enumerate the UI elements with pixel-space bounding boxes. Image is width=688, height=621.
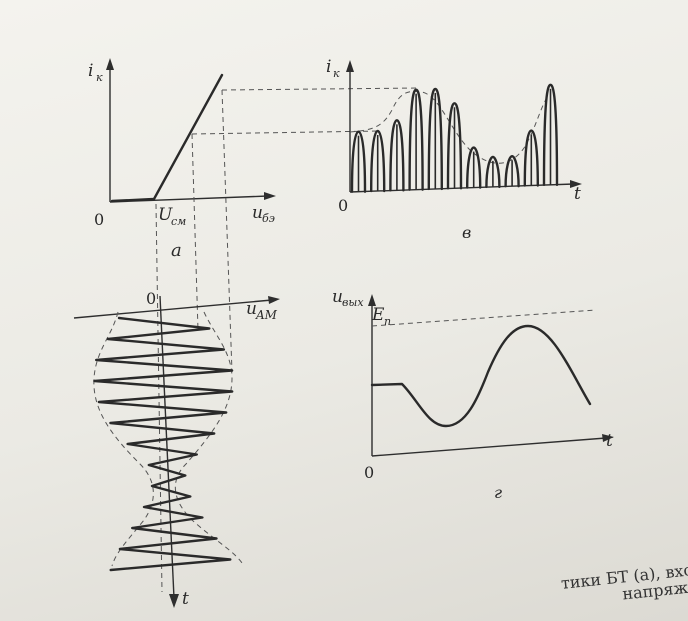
projection-lines	[155, 87, 421, 593]
current-pulse	[370, 129, 386, 193]
panel-g-origin: 0	[364, 463, 374, 482]
input-t-arrow	[169, 594, 179, 608]
input-x-axis	[73, 299, 273, 319]
current-pulse	[389, 119, 405, 192]
panel-a-bias-sub: см	[171, 215, 186, 228]
panel-g-x-axis	[371, 437, 607, 457]
panel-v-xlabel: t	[574, 184, 581, 204]
projection-top	[221, 87, 421, 91]
input-xlabel-sub: AM	[255, 308, 278, 322]
panel-a-origin: 0	[94, 210, 104, 229]
panel-input: 0 u AM t	[73, 289, 280, 609]
panel-v: i к 0 t в	[326, 57, 582, 242]
panel-g-x-arrow	[602, 434, 614, 442]
panel-g-output-curve	[370, 324, 592, 428]
panel-a-bias-label: U	[158, 205, 173, 225]
current-pulse	[350, 130, 367, 193]
panel-v-pulses	[350, 83, 559, 193]
panel-a-x-arrow	[264, 192, 276, 200]
panel-a-ylabel: i	[88, 61, 93, 81]
panel-v-envelope	[349, 90, 549, 164]
panel-a: i к 0 U см u бэ а	[88, 58, 276, 261]
panel-v-ylabel: i	[326, 57, 331, 77]
panel-g-ep-level	[371, 309, 597, 327]
panel-v-label: в	[462, 223, 471, 242]
current-pulse	[466, 146, 482, 189]
panel-v-x-arrow	[570, 180, 582, 188]
input-x-arrow	[268, 296, 280, 304]
current-pulse	[408, 88, 424, 191]
panel-a-label: а	[171, 240, 182, 261]
input-envelope-right	[174, 311, 245, 567]
panel-g-ylabel: u	[332, 287, 343, 307]
input-t-axis	[159, 295, 175, 599]
current-pulse	[446, 102, 463, 190]
current-pulse	[504, 155, 520, 188]
panel-g: u вых E п 0 t г	[332, 287, 614, 502]
panel-v-y-arrow	[346, 60, 354, 72]
projection-vertical-bias	[155, 203, 163, 593]
panel-v-origin: 0	[338, 196, 348, 215]
input-origin: 0	[146, 289, 156, 308]
input-envelope-left	[93, 311, 154, 567]
panel-g-ep-label: E	[371, 305, 385, 325]
panel-g-ylabel-sub: вых	[342, 296, 364, 309]
projection-mid	[191, 130, 381, 135]
panel-v-ylabel-sub: к	[333, 67, 340, 80]
panel-a-characteristic	[110, 73, 224, 203]
panel-g-xlabel: t	[606, 431, 613, 451]
panel-a-y-arrow	[106, 58, 114, 70]
input-am-signal	[93, 316, 234, 572]
current-pulse	[485, 155, 501, 189]
input-tlabel: t	[182, 589, 189, 609]
panel-g-y-arrow	[368, 294, 376, 306]
input-xlabel: u	[246, 299, 257, 319]
projection-vertical-top	[221, 89, 233, 373]
panel-g-ep-sub: п	[384, 315, 391, 328]
current-pulse	[542, 83, 559, 187]
projection-vertical-mid	[191, 133, 199, 331]
current-pulse	[523, 129, 539, 187]
panel-a-xlabel-sub: бэ	[262, 212, 275, 225]
panel-g-label: г	[494, 483, 502, 502]
current-pulse	[427, 87, 443, 191]
panel-a-xlabel: u	[252, 203, 263, 223]
panel-a-ylabel-sub: к	[96, 71, 103, 84]
